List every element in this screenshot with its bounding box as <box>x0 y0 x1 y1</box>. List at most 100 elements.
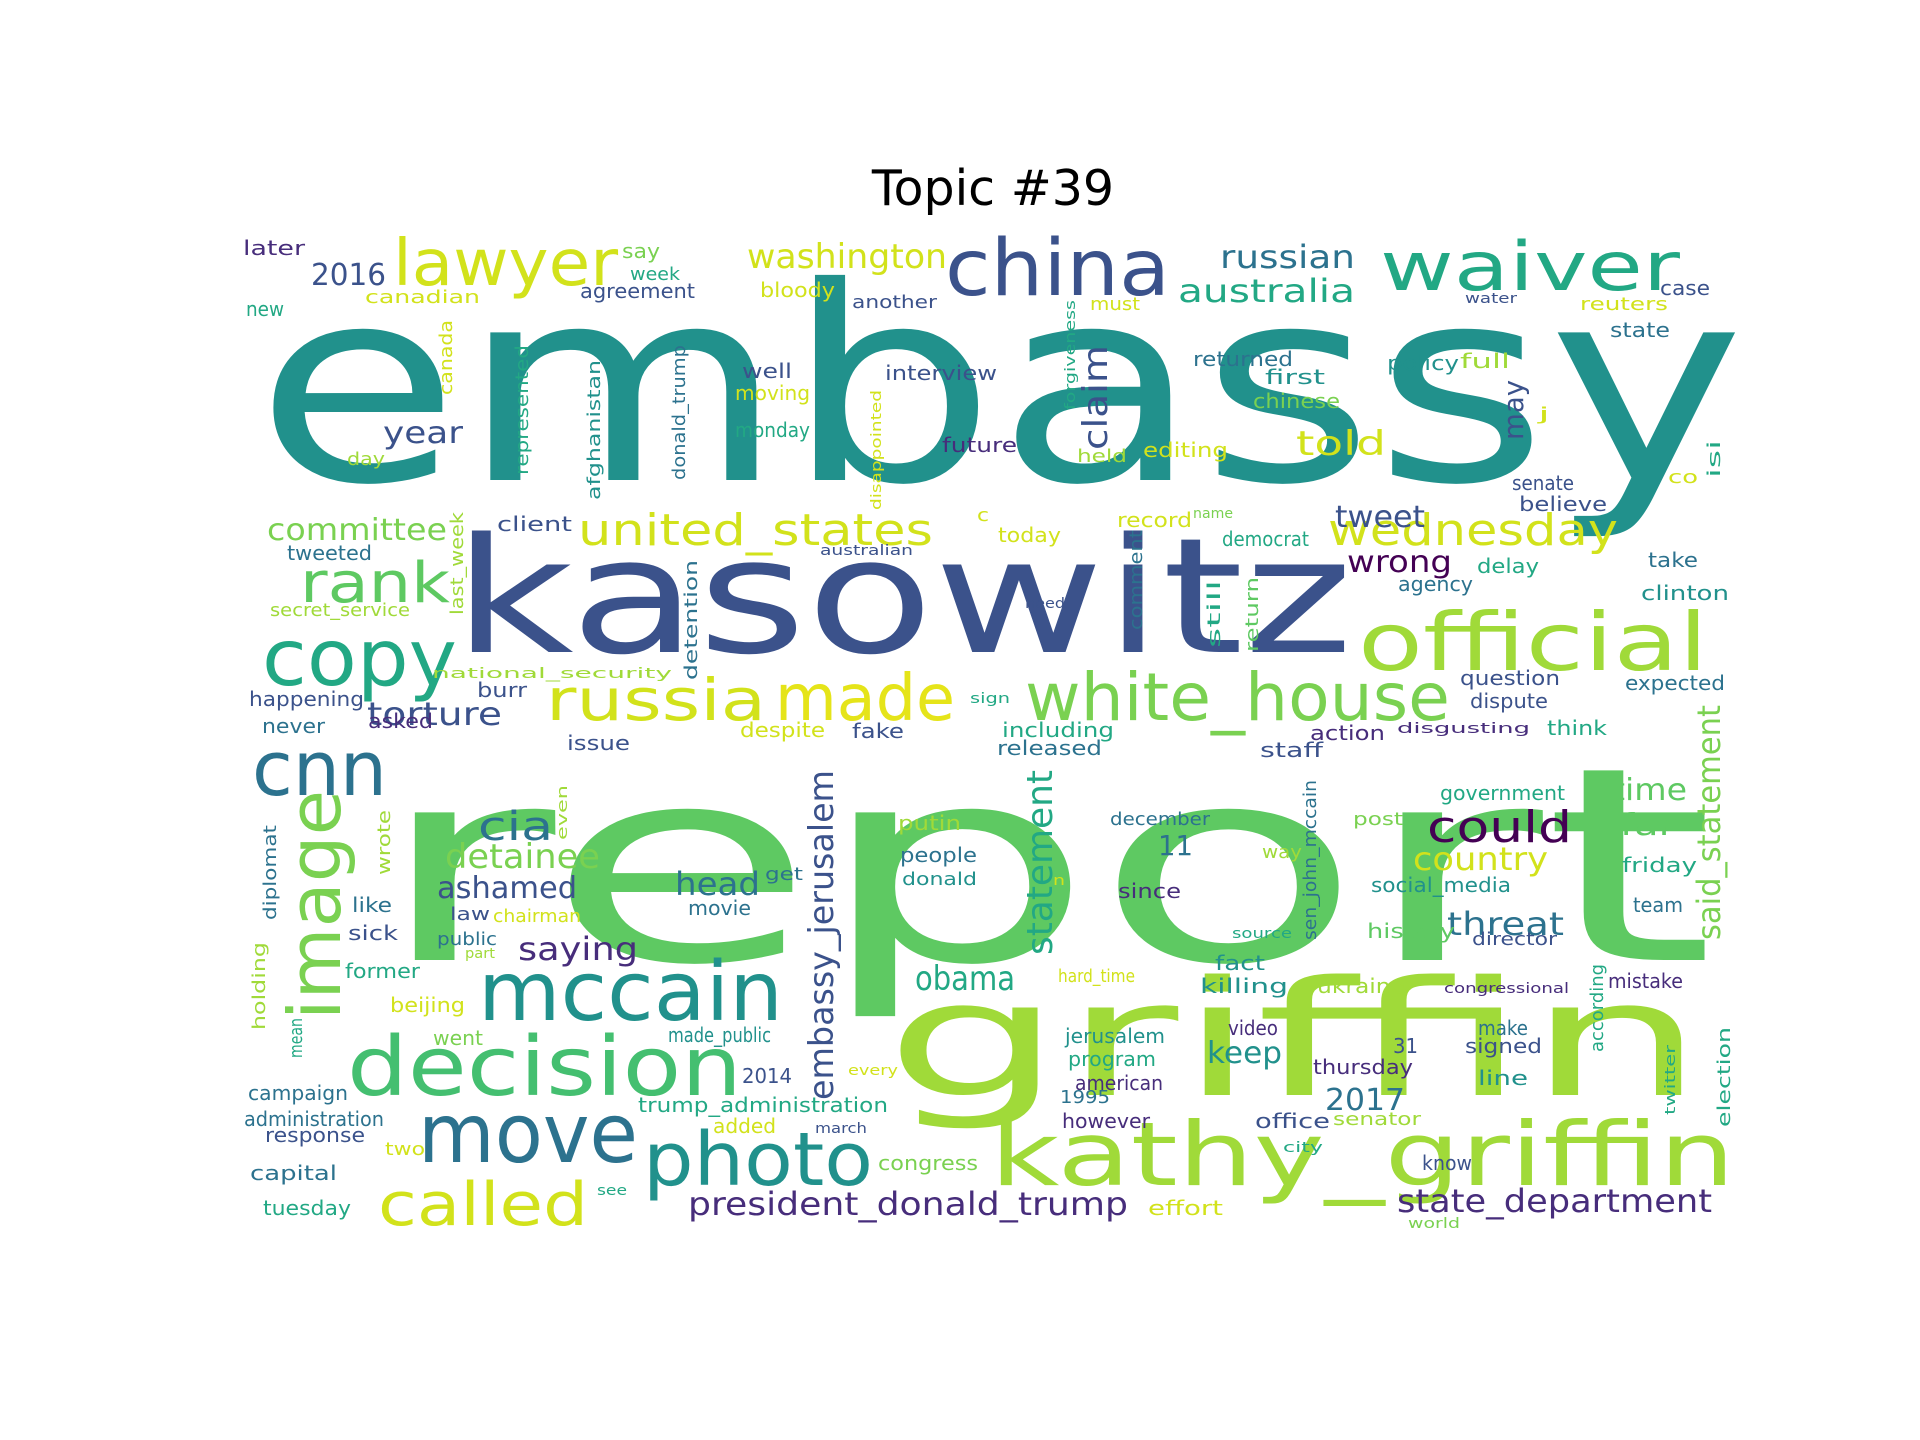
word-russian: russian <box>1220 238 1355 276</box>
word-copy: copy <box>262 614 457 704</box>
word-afghanistan: afghanistan <box>584 360 605 500</box>
word-mean: mean <box>286 1018 307 1058</box>
word-mistake: mistake <box>1608 969 1683 993</box>
word-jerusalem: jerusalem <box>1064 1024 1165 1048</box>
word-another: another <box>852 292 938 313</box>
word-kathy-griffin: kathy_griffin <box>990 1103 1735 1206</box>
word-2017: 2017 <box>1325 1083 1405 1118</box>
word-ashamed: ashamed <box>437 871 577 906</box>
word-decision: decision <box>347 1020 742 1115</box>
word-fact: fact <box>1215 951 1265 975</box>
word-director: director <box>1472 929 1558 950</box>
word-tweet: tweet <box>1335 500 1425 535</box>
word-detention: detention <box>681 560 702 680</box>
word-former: former <box>345 959 421 983</box>
word-image: image <box>273 790 357 1020</box>
word-australia: australia <box>1178 272 1355 310</box>
word-went: went <box>433 1026 483 1050</box>
figure-title: Topic #39 <box>871 160 1115 217</box>
word-white-house: white_house <box>1025 659 1450 736</box>
word-office: office <box>1255 1109 1330 1133</box>
word-far: far <box>1620 808 1676 843</box>
word-administration: administration <box>244 1107 384 1131</box>
word-american: american <box>1075 1071 1163 1095</box>
word-including: including <box>1002 718 1114 742</box>
word-even: even <box>555 785 571 840</box>
word-wednesday: wednesday <box>1328 505 1618 556</box>
word-sign: sign <box>970 691 1010 707</box>
word-since: since <box>1118 879 1181 903</box>
word-cia: cia <box>478 804 553 850</box>
word-2014: 2014 <box>742 1064 792 1088</box>
word-national-security: national_security <box>432 666 672 682</box>
word-agreement: agreement <box>580 279 695 303</box>
word-obama: obama <box>915 959 1015 999</box>
word-j: j <box>1536 404 1550 425</box>
word-agency: agency <box>1398 572 1473 596</box>
word-history: history <box>1367 919 1455 943</box>
word-december: december <box>1110 809 1211 830</box>
word-chinese: chinese <box>1253 389 1340 413</box>
word-today: today <box>998 523 1061 547</box>
word-donald: donald <box>902 869 977 890</box>
word-well: well <box>742 359 792 383</box>
word-program: program <box>1068 1047 1156 1071</box>
word-later: later <box>243 236 306 260</box>
word-congress: congress <box>878 1151 978 1175</box>
word-like: like <box>352 893 392 917</box>
word-released: released <box>997 736 1102 760</box>
word-post: post <box>1353 809 1403 830</box>
word-embassy: embassy <box>255 229 1745 544</box>
word-case: case <box>1660 276 1710 300</box>
word-chairman: chairman <box>493 906 581 927</box>
word-sick: sick <box>348 921 399 945</box>
word-government: government <box>1440 781 1565 805</box>
word-last-week: last_week <box>447 511 468 615</box>
word-day: day <box>347 449 385 470</box>
word-saying: saying <box>518 930 638 968</box>
word-week: week <box>630 264 681 285</box>
word-every: every <box>848 1063 898 1079</box>
word-state-department: state_department <box>1397 1182 1712 1220</box>
word-response: response <box>265 1123 365 1147</box>
word-still: still <box>1204 580 1225 648</box>
word-sen-john-mccain: sen_john_mccain <box>1300 780 1321 940</box>
word-donald-trump: donald_trump <box>669 345 690 480</box>
word-editing: editing <box>1143 438 1228 462</box>
word-delay: delay <box>1477 554 1539 578</box>
word-disgusting: disgusting <box>1397 721 1530 737</box>
word-congressional: congressional <box>1444 981 1569 997</box>
word-killing: killing <box>1200 974 1288 998</box>
word-griffin: griffin <box>885 946 1705 1133</box>
word-called: called <box>378 1170 588 1240</box>
word-action: action <box>1310 721 1385 745</box>
word-campaign: campaign <box>248 1081 348 1105</box>
word-president-donald-trump: president_donald_trump <box>688 1185 1128 1223</box>
word-video: video <box>1228 1016 1278 1040</box>
word-people: people <box>900 843 977 867</box>
word-russia: russia <box>546 666 766 734</box>
word-1995: 1995 <box>1060 1087 1110 1108</box>
word-bloody: bloody <box>760 278 835 302</box>
word-wrong: wrong <box>1347 545 1452 580</box>
word-world: world <box>1408 1216 1460 1232</box>
word-official: official <box>1358 596 1708 689</box>
word-never: never <box>262 714 326 738</box>
word-burr: burr <box>477 678 528 702</box>
word-say: say <box>622 239 660 263</box>
word-see: see <box>597 1183 627 1199</box>
word-return: return <box>1242 577 1263 652</box>
word-tweeted: tweeted <box>287 541 372 565</box>
word-dispute: dispute <box>1470 689 1548 713</box>
word-democrat: democrat <box>1222 527 1309 551</box>
word-comment: comment <box>1126 530 1147 630</box>
word-2016: 2016 <box>311 258 386 293</box>
word-question: question <box>1460 666 1560 690</box>
word-asked: asked <box>368 709 433 733</box>
word-n: n <box>1053 873 1065 889</box>
word-holding: holding <box>249 942 270 1030</box>
word-twitter: twitter <box>1663 1045 1679 1115</box>
word-head: head <box>675 865 760 903</box>
word-held: held <box>1077 446 1127 467</box>
